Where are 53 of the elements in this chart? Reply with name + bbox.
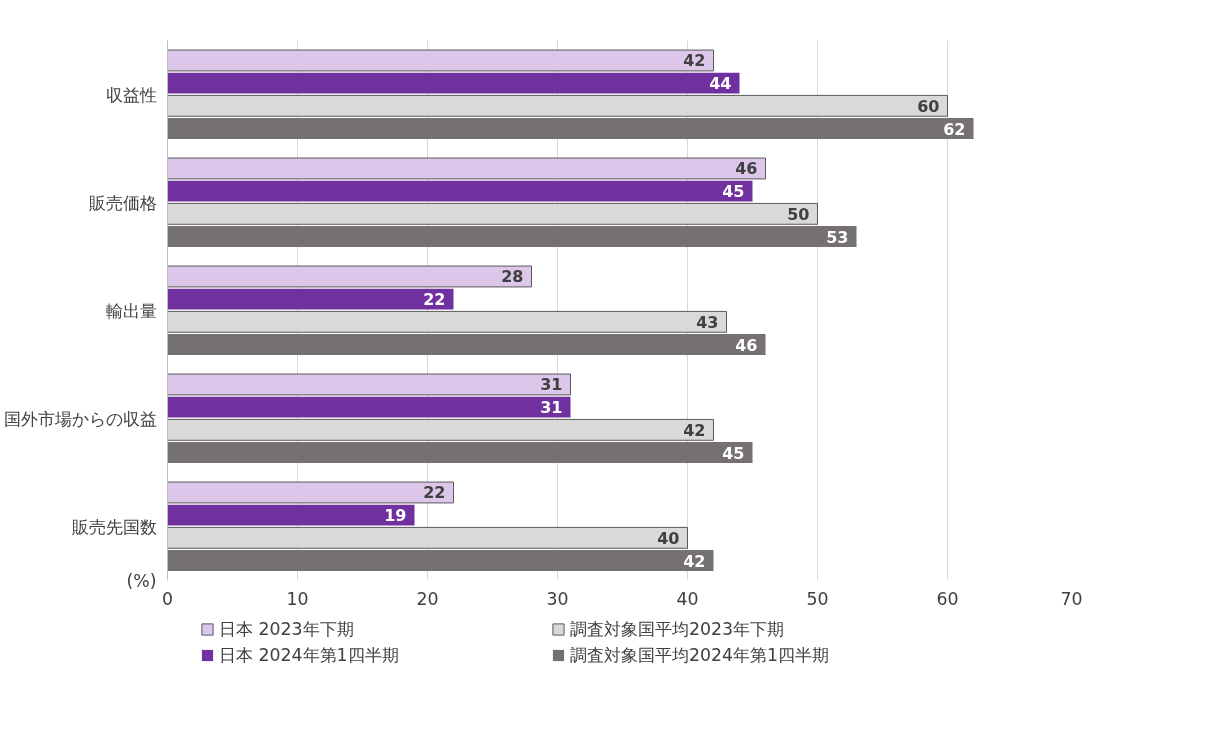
bar — [167, 334, 766, 355]
data-label: 45 — [722, 182, 745, 202]
data-label: 46 — [735, 159, 758, 179]
data-label: 50 — [787, 204, 810, 224]
data-label: 44 — [709, 74, 732, 94]
y-tick-label: 販売価格 — [88, 192, 157, 213]
data-label: 42 — [683, 420, 706, 440]
bar — [167, 49, 714, 72]
x-tick-label: 30 — [546, 588, 569, 609]
data-label: 28 — [501, 267, 524, 287]
data-label: 40 — [657, 528, 680, 548]
data-label: 31 — [540, 398, 563, 418]
bar — [167, 481, 454, 504]
data-label: 22 — [423, 290, 446, 310]
legend-label: 調査対象国平均2023年下期 — [570, 618, 786, 641]
data-label: 31 — [540, 375, 563, 395]
data-label: 53 — [826, 227, 849, 247]
x-tick-label: 0 — [161, 588, 174, 609]
data-label: 19 — [384, 506, 407, 526]
x-tick-label: 10 — [286, 588, 309, 609]
data-label: 46 — [735, 335, 758, 355]
legend-label: 日本 2024年第1四半期 — [219, 644, 400, 667]
bar — [167, 288, 454, 310]
x-tick-label: 70 — [1060, 588, 1083, 609]
data-label: 22 — [423, 483, 446, 503]
data-label: 62 — [943, 119, 966, 139]
x-tick-label: 50 — [806, 588, 829, 609]
bar — [167, 180, 753, 202]
bar — [167, 442, 753, 463]
bar — [167, 373, 571, 396]
data-label: 43 — [696, 312, 719, 332]
x-tick-label: 40 — [676, 588, 699, 609]
bar — [167, 226, 857, 247]
y-tick-label: 輸出量 — [105, 300, 157, 321]
bar — [167, 396, 571, 418]
data-label: 42 — [683, 551, 706, 571]
legend-label: 調査対象国平均2024年第1四半期 — [570, 644, 831, 667]
y-tick-label: 国外市場からの収益 — [3, 408, 157, 429]
data-label: 42 — [683, 51, 706, 71]
y-tick-label: 販売先国数 — [71, 516, 157, 537]
data-label: 60 — [917, 96, 940, 116]
bar — [167, 265, 532, 288]
bar — [167, 72, 740, 94]
bar — [167, 504, 415, 526]
bar — [167, 157, 766, 180]
y-tick-label: 収益性 — [105, 84, 157, 105]
legend-label: 日本 2023年下期 — [219, 618, 355, 641]
bar — [167, 118, 974, 139]
x-tick-label: 20 — [416, 588, 439, 609]
x-tick-label: 60 — [936, 588, 959, 609]
data-label: 45 — [722, 443, 745, 463]
bar — [167, 550, 714, 571]
x-axis-title: (%) — [126, 570, 157, 591]
